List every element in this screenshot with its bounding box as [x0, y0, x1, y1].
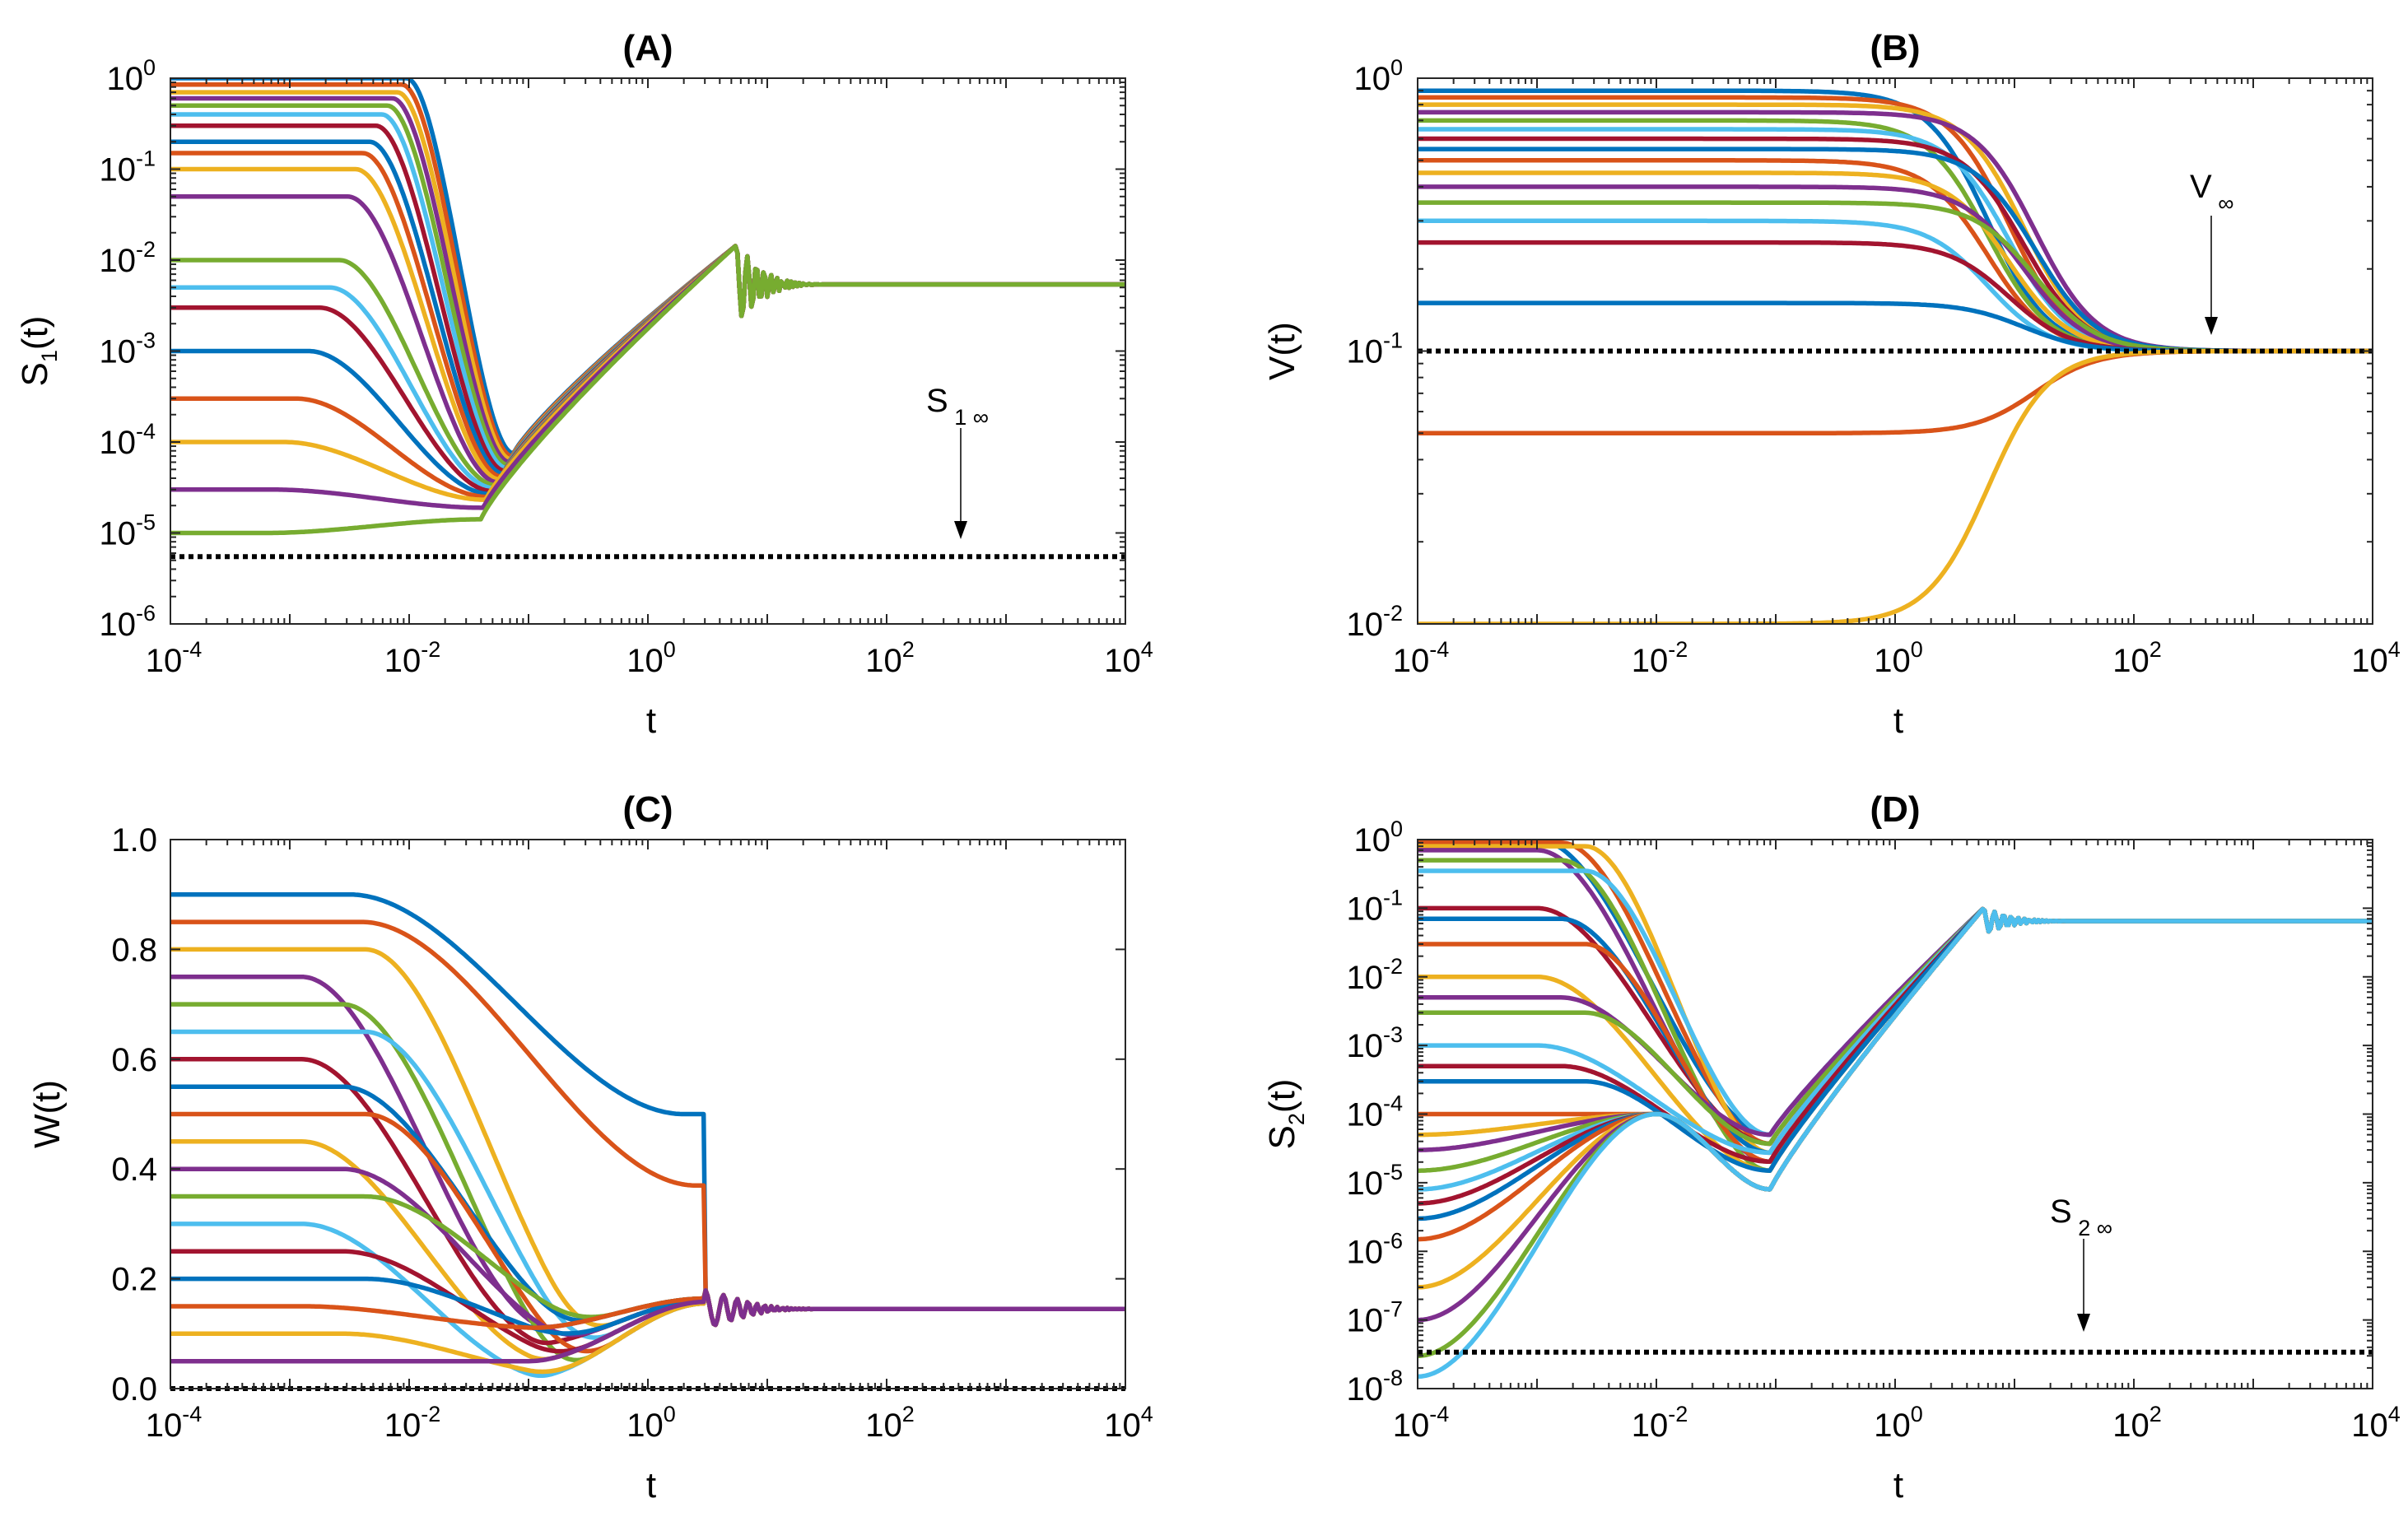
x-tick-label: 10-2 — [384, 637, 441, 679]
x-tick-label: 10-2 — [1632, 637, 1688, 679]
x-tick-label: 100 — [626, 637, 676, 679]
y-tick-label: 100 — [1353, 55, 1403, 97]
y-axis-label: S1(t) — [15, 316, 62, 387]
asymptote-arrow-head — [954, 521, 967, 539]
x-tick-label: 100 — [1874, 1402, 1923, 1444]
series-line-17 — [1418, 348, 2373, 624]
series-group — [1418, 88, 2373, 624]
x-tick-label: 102 — [2112, 1402, 2162, 1444]
x-axis-label: t — [646, 700, 656, 741]
series-line-12 — [170, 244, 1125, 488]
x-axis-label: t — [646, 1465, 656, 1505]
x-tick-label: 10-2 — [384, 1402, 441, 1444]
series-line-15 — [1418, 906, 2373, 1173]
y-tick-label: 10-2 — [1346, 601, 1403, 643]
series-line-6 — [170, 1029, 1125, 1340]
panel-title: (B) — [1870, 28, 1920, 68]
x-tick-label: 100 — [1874, 637, 1923, 679]
panel-title: (D) — [1870, 789, 1920, 830]
x-tick-label: 104 — [1104, 1402, 1153, 1444]
x-tick-label: 10-4 — [1393, 637, 1450, 679]
y-tick-label: 10-7 — [1346, 1297, 1403, 1339]
series-line-11 — [170, 194, 1125, 485]
asymptote-label: S 2 ∞ — [2050, 1194, 2112, 1240]
series-line-24 — [1418, 906, 2373, 1290]
x-tick-label: 104 — [2351, 637, 2401, 679]
y-tick-label: 10-4 — [1346, 1091, 1403, 1133]
y-tick-label: 10-8 — [1346, 1366, 1403, 1408]
asymptote-label: S 1 ∞ — [926, 383, 989, 430]
series-group — [1418, 840, 2373, 1380]
series-line-1 — [170, 78, 1125, 456]
series-line-15 — [1418, 300, 2373, 354]
series-line-8 — [1418, 147, 2373, 354]
series-line-2 — [170, 919, 1125, 1328]
y-tick-label: 10-1 — [99, 147, 156, 188]
y-tick-label: 0.0 — [111, 1371, 157, 1408]
x-tick-label: 102 — [2112, 637, 2162, 679]
y-tick-label: 0.6 — [111, 1042, 157, 1078]
panel-title: (C) — [622, 789, 673, 830]
asymptote-arrow-head — [2077, 1314, 2090, 1332]
x-tick-label: 10-4 — [146, 1402, 203, 1444]
panel-a: 10-4 10-2 100 102 104 10-6 10-5 10-4 10-3 10-2 10-… — [15, 28, 1153, 741]
series-line-19 — [170, 244, 1125, 536]
y-tick-label: 10-6 — [99, 601, 156, 643]
x-tick-label: 10-4 — [146, 637, 203, 679]
y-tick-label: 0.4 — [111, 1152, 157, 1188]
x-tick-label: 10-2 — [1632, 1402, 1688, 1444]
x-axis-label: t — [1893, 1465, 1903, 1505]
y-axis-label: V(t) — [1262, 322, 1302, 380]
series-line-9 — [1418, 906, 2373, 1165]
series-group — [170, 891, 1125, 1379]
y-tick-label: 10-2 — [99, 237, 156, 279]
asymptote-arrow-head — [2205, 317, 2218, 335]
series-line-16 — [1418, 348, 2373, 436]
y-axis-label: W(t) — [27, 1080, 68, 1148]
y-tick-label: 10-4 — [99, 419, 156, 461]
x-tick-label: 102 — [865, 637, 915, 679]
x-tick-label: 100 — [626, 1402, 676, 1444]
y-axis-label: S2(t) — [1262, 1079, 1309, 1150]
series-line-14 — [170, 1249, 1125, 1354]
series-line-27 — [1418, 906, 2373, 1380]
series-line-3 — [170, 90, 1125, 462]
series-line-10 — [1418, 906, 2373, 1173]
panel-title: (A) — [622, 28, 673, 68]
panel-d: 10-4 10-2 100 102 104 10-8 10-7 10-6 10-5 10-4 10-… — [1262, 789, 2401, 1505]
series-group — [170, 78, 1125, 536]
series-line-1 — [1418, 840, 2373, 1138]
y-tick-label: 10-2 — [1346, 954, 1403, 996]
series-line-14 — [1418, 906, 2373, 1165]
asymptote-label: V ∞ — [2190, 169, 2233, 216]
y-tick-label: 10-1 — [1346, 885, 1403, 927]
y-tick-label: 10-6 — [1346, 1228, 1403, 1270]
y-tick-label: 10-3 — [1346, 1022, 1403, 1064]
series-line-1 — [170, 891, 1125, 1328]
y-tick-label: 1.0 — [111, 822, 157, 859]
series-line-5 — [1418, 118, 2373, 354]
x-tick-label: 104 — [1104, 637, 1153, 679]
series-line-13 — [170, 1222, 1125, 1379]
y-tick-label: 0.2 — [111, 1262, 157, 1298]
series-line-4 — [170, 975, 1125, 1329]
series-line-7 — [170, 1057, 1125, 1346]
panel-c: 10-4 10-2 100 102 104 0.0 0.2 0.4 0.6 0.8 1.0 (C) t W… — [27, 789, 1153, 1505]
x-axis-label: t — [1893, 700, 1903, 741]
y-tick-label: 10-5 — [1346, 1160, 1403, 1202]
series-line-14 — [1418, 240, 2373, 354]
x-tick-label: 104 — [2351, 1402, 2401, 1444]
series-line-18 — [170, 1287, 1125, 1364]
y-tick-label: 10-1 — [1346, 328, 1403, 370]
x-tick-label: 10-4 — [1393, 1402, 1450, 1444]
y-tick-label: 10-5 — [99, 510, 156, 552]
series-line-8 — [170, 1084, 1125, 1328]
y-tick-label: 10-3 — [99, 328, 156, 370]
y-tick-label: 0.8 — [111, 932, 157, 968]
y-tick-label: 100 — [1353, 817, 1403, 859]
x-tick-label: 102 — [865, 1402, 915, 1444]
y-tick-label: 100 — [106, 55, 156, 97]
